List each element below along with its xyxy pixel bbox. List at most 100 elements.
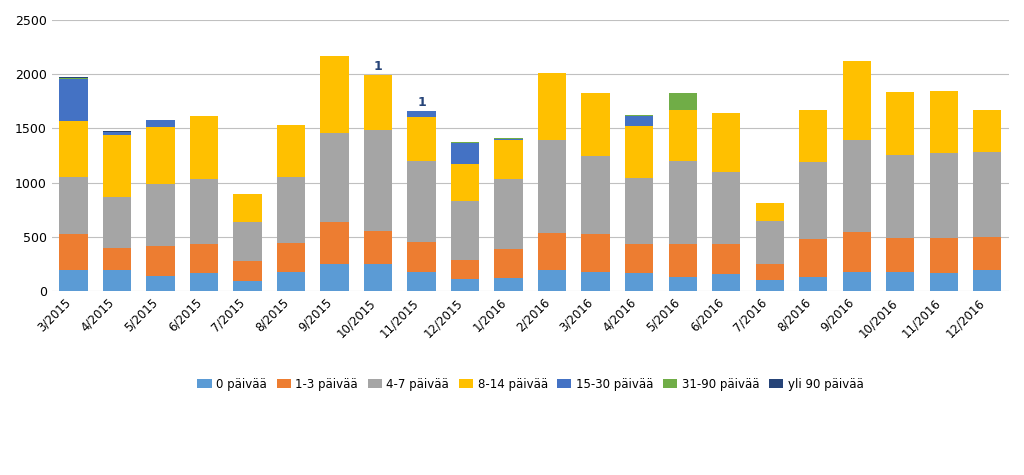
- Bar: [102, 135, 131, 198]
- Bar: [276, 177, 305, 243]
- Bar: [189, 273, 218, 291]
- Bar: [495, 180, 523, 249]
- Bar: [451, 260, 479, 279]
- Bar: [189, 244, 218, 273]
- Bar: [843, 272, 870, 291]
- Bar: [189, 180, 218, 244]
- Bar: [669, 277, 696, 291]
- Bar: [582, 93, 609, 156]
- Bar: [930, 238, 957, 273]
- Bar: [843, 232, 870, 272]
- Bar: [886, 92, 914, 155]
- Bar: [146, 120, 175, 127]
- Bar: [233, 281, 262, 291]
- Bar: [451, 279, 479, 291]
- Bar: [102, 248, 131, 270]
- Bar: [495, 141, 523, 180]
- Bar: [276, 272, 305, 291]
- Legend: 0 päivää, 1-3 päivää, 4-7 päivää, 8-14 päivää, 15-30 päivää, 31-90 päivää, yli 9: 0 päivää, 1-3 päivää, 4-7 päivää, 8-14 p…: [193, 373, 868, 396]
- Bar: [364, 264, 392, 291]
- Bar: [843, 61, 870, 140]
- Bar: [886, 272, 914, 291]
- Bar: [146, 276, 175, 291]
- Bar: [799, 110, 827, 162]
- Bar: [495, 278, 523, 291]
- Bar: [712, 244, 740, 275]
- Bar: [233, 222, 262, 261]
- Bar: [276, 125, 305, 177]
- Bar: [59, 79, 88, 122]
- Bar: [321, 133, 349, 222]
- Text: 1: 1: [417, 95, 426, 109]
- Bar: [712, 113, 740, 172]
- Bar: [669, 161, 696, 244]
- Bar: [582, 156, 609, 234]
- Bar: [973, 110, 1001, 152]
- Bar: [669, 93, 696, 94]
- Bar: [408, 272, 436, 291]
- Bar: [886, 238, 914, 272]
- Bar: [669, 244, 696, 277]
- Bar: [843, 140, 870, 232]
- Bar: [59, 177, 88, 234]
- Bar: [538, 73, 566, 141]
- Bar: [408, 242, 436, 272]
- Bar: [538, 270, 566, 291]
- Bar: [146, 127, 175, 184]
- Bar: [930, 273, 957, 291]
- Bar: [973, 270, 1001, 291]
- Bar: [625, 244, 653, 273]
- Bar: [233, 194, 262, 222]
- Bar: [799, 238, 827, 276]
- Bar: [408, 111, 436, 116]
- Bar: [276, 243, 305, 272]
- Bar: [625, 116, 653, 126]
- Bar: [321, 57, 349, 133]
- Bar: [321, 264, 349, 291]
- Bar: [495, 138, 523, 139]
- Bar: [102, 131, 131, 132]
- Bar: [625, 178, 653, 244]
- Bar: [102, 270, 131, 291]
- Bar: [712, 275, 740, 291]
- Bar: [669, 94, 696, 110]
- Bar: [799, 162, 827, 238]
- Bar: [451, 200, 479, 260]
- Bar: [930, 153, 957, 238]
- Bar: [102, 132, 131, 133]
- Bar: [756, 264, 783, 280]
- Bar: [364, 130, 392, 231]
- Bar: [408, 116, 436, 161]
- Bar: [625, 273, 653, 291]
- Bar: [495, 249, 523, 278]
- Bar: [799, 276, 827, 291]
- Bar: [538, 233, 566, 270]
- Bar: [146, 246, 175, 276]
- Bar: [973, 152, 1001, 237]
- Bar: [495, 139, 523, 141]
- Bar: [886, 155, 914, 238]
- Bar: [582, 272, 609, 291]
- Bar: [451, 164, 479, 200]
- Bar: [582, 234, 609, 272]
- Bar: [625, 126, 653, 178]
- Bar: [321, 222, 349, 264]
- Bar: [59, 234, 88, 269]
- Bar: [102, 198, 131, 248]
- Bar: [102, 133, 131, 135]
- Bar: [364, 76, 392, 130]
- Bar: [189, 116, 218, 180]
- Bar: [756, 221, 783, 264]
- Bar: [59, 269, 88, 291]
- Bar: [973, 237, 1001, 270]
- Bar: [669, 110, 696, 161]
- Bar: [756, 203, 783, 221]
- Bar: [538, 141, 566, 233]
- Bar: [408, 161, 436, 242]
- Bar: [233, 261, 262, 281]
- Bar: [59, 77, 88, 79]
- Bar: [451, 142, 479, 164]
- Bar: [364, 231, 392, 264]
- Bar: [756, 280, 783, 291]
- Bar: [712, 172, 740, 244]
